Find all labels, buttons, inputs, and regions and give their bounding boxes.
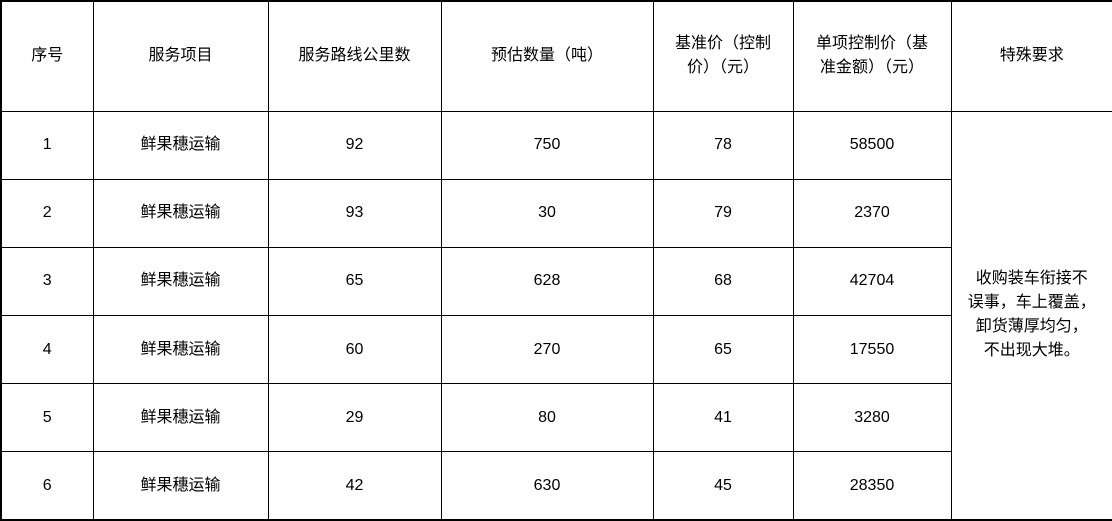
- cell-base-price: 78: [652, 110, 794, 180]
- cell-estimated-qty: 270: [440, 314, 654, 385]
- header-control-total: 单项控制价（基 准金额）（元）: [792, 0, 952, 112]
- cell-control-total: 42704: [792, 246, 952, 316]
- cell-service-item: 鲜果穗运输: [92, 314, 269, 385]
- header-row: 序号 服务项目 服务路线公里数 预估数量（吨） 基准价（控制 价）（元） 单项控…: [0, 0, 1112, 112]
- cell-serial: 6: [0, 451, 94, 521]
- cell-base-price: 41: [652, 383, 794, 453]
- cell-control-total: 58500: [792, 110, 952, 180]
- table-row: 3 鲜果穗运输 65 628 68 42704: [0, 246, 1112, 316]
- cell-route-km: 65: [267, 246, 442, 316]
- header-base-price: 基准价（控制 价）（元）: [652, 0, 794, 112]
- cell-control-total: 17550: [792, 314, 952, 385]
- cell-service-item: 鲜果穗运输: [92, 246, 269, 316]
- header-route-km: 服务路线公里数: [267, 0, 442, 112]
- cell-serial: 4: [0, 314, 94, 385]
- table-row: 2 鲜果穗运输 93 30 79 2370: [0, 178, 1112, 248]
- table-row: 1 鲜果穗运输 92 750 78 58500 收购装车衔接不 误事，车上覆盖，…: [0, 110, 1112, 521]
- cell-base-price: 45: [652, 451, 794, 521]
- header-special-req: 特殊要求: [950, 0, 1112, 112]
- cell-service-item: 鲜果穗运输: [92, 383, 269, 453]
- table-row: 4 鲜果穗运输 60 270 65 17550: [0, 314, 1112, 385]
- cell-route-km: 93: [267, 178, 442, 248]
- cell-route-km: 60: [267, 314, 442, 385]
- cell-serial: 3: [0, 246, 94, 316]
- table-header: 序号 服务项目 服务路线公里数 预估数量（吨） 基准价（控制 价）（元） 单项控…: [0, 0, 1112, 112]
- cell-base-price: 68: [652, 246, 794, 316]
- table-row: 5 鲜果穗运输 29 80 41 3280: [0, 383, 1112, 453]
- cell-estimated-qty: 80: [440, 383, 654, 453]
- cell-serial: 2: [0, 178, 94, 248]
- cell-control-total: 3280: [792, 383, 952, 453]
- cell-service-item: 鲜果穗运输: [92, 451, 269, 521]
- cell-control-total: 28350: [792, 451, 952, 521]
- header-service-item: 服务项目: [92, 0, 269, 112]
- cell-control-total: 2370: [792, 178, 952, 248]
- cell-estimated-qty: 630: [440, 451, 654, 521]
- cell-route-km: 29: [267, 383, 442, 453]
- cell-base-price: 79: [652, 178, 794, 248]
- cell-serial: 1: [0, 110, 94, 180]
- cell-route-km: 92: [267, 110, 442, 180]
- cell-estimated-qty: 30: [440, 178, 654, 248]
- cell-service-item: 鲜果穗运输: [92, 110, 269, 180]
- cell-serial: 5: [0, 383, 94, 453]
- cell-base-price: 65: [652, 314, 794, 385]
- header-estimated-qty: 预估数量（吨）: [440, 0, 654, 112]
- header-serial: 序号: [0, 0, 94, 112]
- cell-service-item: 鲜果穗运输: [92, 178, 269, 248]
- cell-estimated-qty: 750: [440, 110, 654, 180]
- cell-estimated-qty: 628: [440, 246, 654, 316]
- cell-route-km: 42: [267, 451, 442, 521]
- table-body: 1 鲜果穗运输 92 750 78 58500 收购装车衔接不 误事，车上覆盖，…: [0, 110, 1112, 521]
- table-row: 6 鲜果穗运输 42 630 45 28350: [0, 451, 1112, 521]
- cell-special-requirements: 收购装车衔接不 误事，车上覆盖， 卸货薄厚均匀， 不出现大堆。: [950, 110, 1112, 521]
